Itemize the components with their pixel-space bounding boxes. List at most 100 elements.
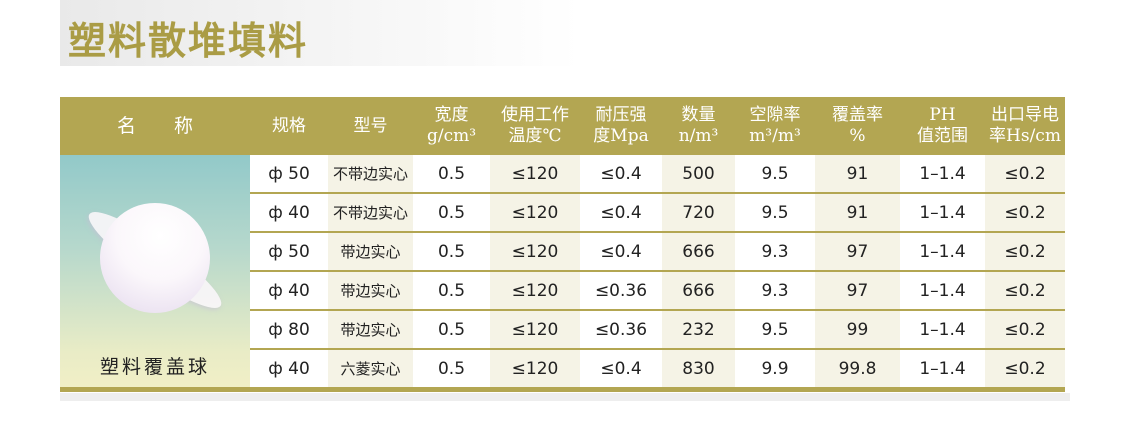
header-row: 名 称规格 型号 宽度 g/cm³ 使用工作 温度℃ 耐压强 度Mpa 数量 n/m³ 空隙率 m³/… — [60, 97, 1065, 155]
table-cell: ≤0.2 — [985, 271, 1065, 311]
product-cell: 塑料覆盖球 — [60, 155, 250, 392]
column-header: 空隙率 m³/m³ — [735, 97, 815, 155]
table-cell: ≤0.4 — [580, 193, 662, 233]
table-cell: 0.5 — [413, 310, 490, 350]
table-cell: 232 — [662, 310, 735, 350]
table-cell: 9.9 — [735, 349, 815, 392]
table-cell: ≤0.4 — [580, 349, 662, 392]
header-line2: g/cm³ — [426, 126, 477, 146]
table-shadow — [60, 393, 1070, 401]
header-line2: 率Hs/cm — [989, 126, 1061, 146]
table-cell: ≤0.4 — [580, 155, 662, 194]
page-title: 塑料散堆填料 — [68, 19, 309, 63]
table-cell: 不带边实心 — [328, 193, 413, 233]
table-cell: 9.3 — [735, 232, 815, 272]
table-cell: ≤0.4 — [580, 232, 662, 272]
table-cell: 830 — [662, 349, 735, 392]
column-header: 名 称 — [60, 97, 250, 155]
header-line1: 型号 — [353, 115, 388, 136]
table-cell: 91 — [815, 155, 900, 194]
column-header: PH 值范围 — [900, 97, 985, 155]
table-cell: 1–1.4 — [900, 349, 985, 392]
header-line2: % — [849, 126, 866, 146]
table-cell: ф 80 — [250, 310, 328, 350]
table-cell: ф 50 — [250, 232, 328, 272]
table-cell: 1–1.4 — [900, 155, 985, 194]
table-cell: ≤120 — [490, 193, 580, 233]
table-cell: ≤0.36 — [580, 310, 662, 350]
header-line2: 值范围 — [917, 126, 968, 146]
table-row: ф 40 六菱实心 0.5 ≤120 ≤0.4 830 9.9 99.8 1–1.4 ≤0.2 — [60, 349, 1065, 392]
column-header: 型号 — [328, 97, 413, 155]
table-cell: ≤0.2 — [985, 310, 1065, 350]
table-cell: 0.5 — [413, 349, 490, 392]
table-cell: ≤120 — [490, 271, 580, 311]
header-line2: 温度℃ — [508, 126, 562, 146]
table-cell: 97 — [815, 271, 900, 311]
header-line2: 度Mpa — [593, 126, 649, 146]
header-line1: 规格 — [272, 115, 306, 136]
header-line1: 使用工作 — [501, 105, 569, 125]
table-cell: 9.5 — [735, 155, 815, 194]
table-cell: 0.5 — [413, 271, 490, 311]
plastic-cover-ball-image — [100, 203, 210, 313]
table-cell: 0.5 — [413, 155, 490, 194]
title-banner — [60, 0, 580, 66]
table-cell: ≤120 — [490, 349, 580, 392]
table-cell: 500 — [662, 155, 735, 194]
table-cell: ≤120 — [490, 232, 580, 272]
table-cell: 1–1.4 — [900, 232, 985, 272]
column-header: 耐压强 度Mpa — [580, 97, 662, 155]
header-line2: m³/m³ — [749, 126, 801, 146]
table-cell: 9.5 — [735, 193, 815, 233]
table-cell: 9.5 — [735, 310, 815, 350]
column-header: 宽度 g/cm³ — [413, 97, 490, 155]
column-header: 数量 n/m³ — [662, 97, 735, 155]
header-line1: PH — [929, 105, 956, 125]
table-cell: 1–1.4 — [900, 310, 985, 350]
table-cell: 带边实心 — [328, 310, 413, 350]
table-cell: 0.5 — [413, 193, 490, 233]
product-name: 塑料覆盖球 — [99, 356, 210, 378]
table-cell: 1–1.4 — [900, 193, 985, 233]
header-line1: 出口导电 — [991, 105, 1059, 125]
header-line1: 数量 — [681, 105, 716, 125]
table-cell: 99 — [815, 310, 900, 350]
table-row: ф 40 带边实心 0.5 ≤120 ≤0.36 666 9.3 97 1–1.4 ≤0.2 — [60, 271, 1065, 311]
table-cell: ф 50 — [250, 155, 328, 194]
table-cell: 666 — [662, 271, 735, 311]
table-cell: ≤0.2 — [985, 349, 1065, 392]
table-cell: ≤0.2 — [985, 193, 1065, 233]
table-cell: 0.5 — [413, 232, 490, 272]
header-line2: n/m³ — [678, 126, 719, 146]
table-cell: 不带边实心 — [328, 155, 413, 194]
column-header: 规格 — [250, 97, 328, 155]
table-cell: 666 — [662, 232, 735, 272]
header-line1: 宽度 — [434, 105, 469, 125]
table-cell: 91 — [815, 193, 900, 233]
table-cell: ≤120 — [490, 310, 580, 350]
table-cell: 9.3 — [735, 271, 815, 311]
table-cell: ≤0.2 — [985, 232, 1065, 272]
table-cell: 99.8 — [815, 349, 900, 392]
header-line1: 覆盖率 — [832, 105, 883, 125]
header-line1: 空隙率 — [749, 105, 801, 125]
table-row: ф 40 不带边实心 0.5 ≤120 ≤0.4 720 9.5 91 1–1.4 ≤0.2 — [60, 193, 1065, 233]
table-row: ф 50 带边实心 0.5 ≤120 ≤0.4 666 9.3 97 1–1.4 ≤0.2 — [60, 232, 1065, 272]
table-row: 塑料覆盖球 ф 50 不带边实心 0.5 ≤120 ≤0.4 500 9.5 91 1–1.4 ≤0… — [60, 155, 1065, 392]
table-cell: 720 — [662, 193, 735, 233]
table-cell: 97 — [815, 232, 900, 272]
header-line1: 名 称 — [116, 114, 193, 137]
spec-table: 名 称规格 型号 宽度 g/cm³ 使用工作 温度℃ 耐压强 度Mpa 数量 n/m³ 空隙率 m³/… — [60, 97, 1065, 392]
table-cell: ≤0.2 — [985, 155, 1065, 194]
table-cell: 六菱实心 — [328, 349, 413, 392]
table-row: ф 80 带边实心 0.5 ≤120 ≤0.36 232 9.5 99 1–1.4 ≤0.2 — [60, 310, 1065, 350]
table-cell: 1–1.4 — [900, 271, 985, 311]
table-cell: ≤0.36 — [580, 271, 662, 311]
table-cell: ≤120 — [490, 155, 580, 194]
table-cell: ф 40 — [250, 271, 328, 311]
table-cell: 带边实心 — [328, 232, 413, 272]
column-header: 出口导电 率Hs/cm — [985, 97, 1065, 155]
header-line1: 耐压强 — [595, 105, 647, 125]
table-cell: ф 40 — [250, 193, 328, 233]
